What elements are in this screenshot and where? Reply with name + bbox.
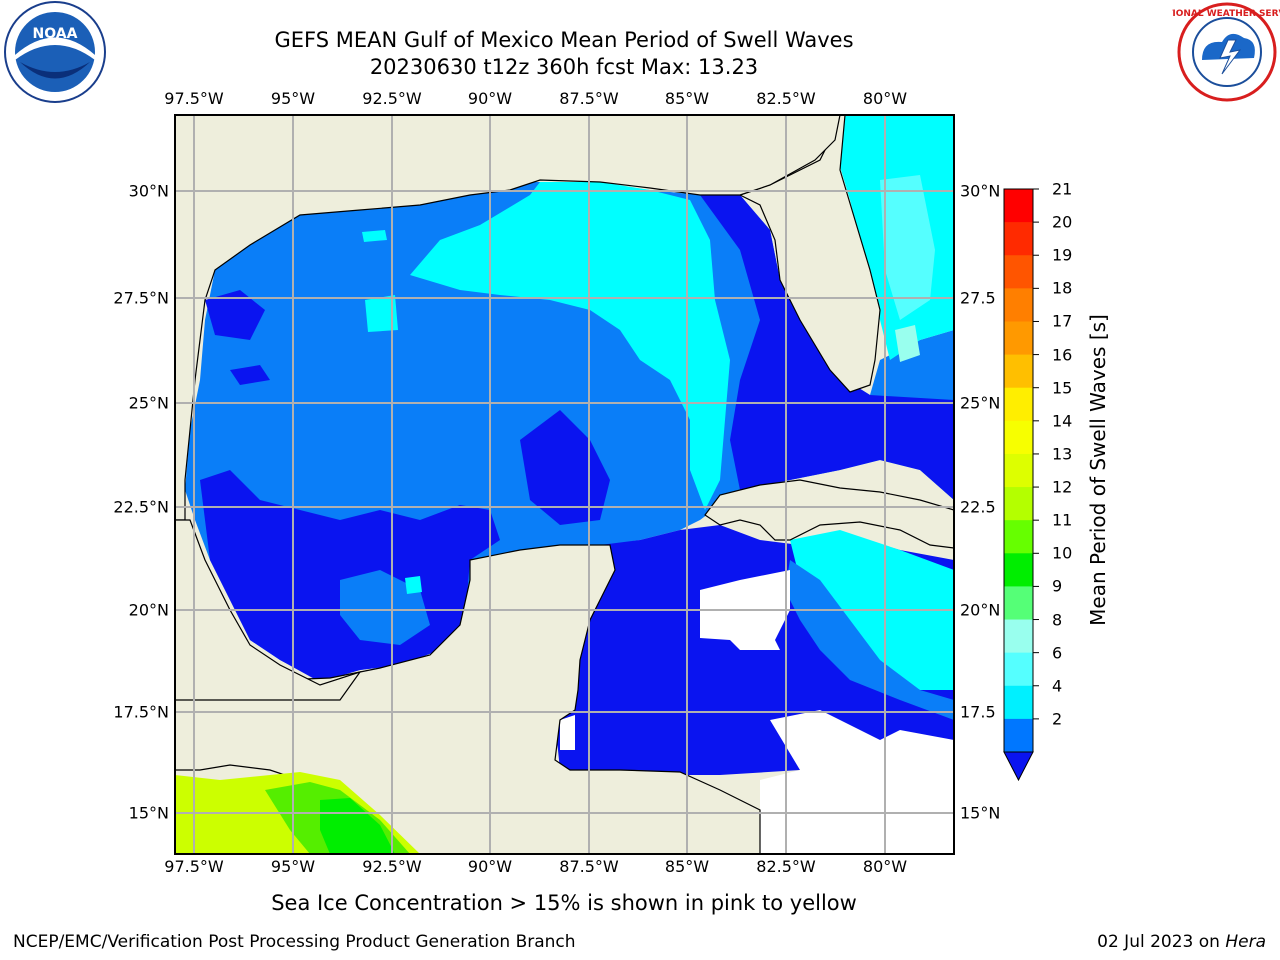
- colorbar-tick-label: 4: [1052, 676, 1063, 696]
- lat-tick-right: 27.5: [960, 288, 996, 308]
- colorbar-swatch: [1004, 553, 1033, 587]
- colorbar-swatch: [1004, 321, 1033, 356]
- lat-tick-left: 30°N: [128, 181, 169, 201]
- colorbar-tick-label: 2: [1052, 709, 1063, 729]
- lat-tick-left: 20°N: [128, 600, 169, 620]
- colorbar-tick-label: 18: [1052, 278, 1073, 298]
- map-frame: [174, 114, 955, 855]
- colorbar-swatch: [1004, 652, 1033, 687]
- lon-tick-top: 80°W: [862, 89, 908, 108]
- colorbar-swatch: [1004, 718, 1033, 753]
- lon-tick-top: 85°W: [664, 89, 710, 108]
- lat-tick-left: 27.5°N: [113, 288, 169, 308]
- lat-tick-right: 25°N: [960, 393, 1001, 413]
- lat-tick-left: 25°N: [128, 393, 169, 413]
- footer-credit: NCEP/EMC/Verification Post Processing Pr…: [13, 932, 576, 952]
- footer-date: 02 Jul 2023 on Hera: [1097, 932, 1266, 952]
- lon-tick-top: 95°W: [270, 89, 316, 108]
- lat-tick-right: 15°N: [960, 803, 1001, 823]
- deep-blue-central: [520, 410, 610, 525]
- colorbar-swatch: [1004, 387, 1033, 422]
- colorbar-swatch: [1004, 420, 1033, 455]
- colorbar-tick-label: 15: [1052, 378, 1073, 398]
- lon-tick-top: 90°W: [467, 89, 513, 108]
- colorbar-swatch: [1004, 453, 1033, 488]
- noaa-logo: NOAA: [4, 1, 106, 103]
- sea-ice-note: Sea Ice Concentration > 15% is shown in …: [271, 891, 857, 915]
- colorbar-swatch: [1004, 487, 1033, 521]
- cuba-land: [704, 479, 954, 549]
- lat-tick-right: 22.5: [960, 497, 996, 517]
- nws-logo-text: NATIONAL WEATHER SERVICE: [1172, 9, 1280, 19]
- lat-tick-right: 20°N: [960, 600, 1001, 620]
- colorbar-tick-label: 12: [1052, 477, 1073, 497]
- colorbar-frame: [1003, 188, 1034, 753]
- colorbar-tick-label: 10: [1052, 543, 1073, 563]
- lon-tick-bottom: 97.5°W: [164, 857, 224, 876]
- map-title-line1: GEFS MEAN Gulf of Mexico Mean Period of …: [274, 28, 854, 52]
- colorbar-extend-arrow: [1003, 751, 1034, 782]
- colorbar-label: Mean Period of Swell Waves [s]: [1086, 314, 1110, 626]
- colorbar-tick-label: 17: [1052, 311, 1073, 331]
- deep-blue-southwest: [200, 470, 500, 682]
- lon-tick-bottom: 90°W: [467, 857, 513, 876]
- colorbar-swatch: [1004, 288, 1033, 322]
- colorbar-tick-label: 21: [1052, 179, 1073, 199]
- graticule: [175, 115, 954, 854]
- map-title-line2: 20230630 t12z 360h fcst Max: 13.23: [369, 55, 759, 79]
- lon-tick-bottom: 82.5°W: [756, 857, 816, 876]
- colorbar-tick-label: 19: [1052, 245, 1073, 265]
- colorbar-swatch: [1004, 189, 1033, 223]
- lat-tick-left: 17.5°N: [113, 702, 169, 722]
- colorbar-tick-label: 14: [1052, 411, 1073, 431]
- colorbar-swatch: [1004, 222, 1033, 256]
- footer-host: Hera: [1225, 932, 1266, 952]
- lon-tick-bottom: 92.5°W: [362, 857, 422, 876]
- us-coast-land: [175, 115, 841, 521]
- lon-tick-bottom: 85°W: [664, 857, 710, 876]
- colorbar-tick-label: 16: [1052, 345, 1073, 365]
- deep-blue-east: [700, 195, 954, 500]
- lon-tick-top: 97.5°W: [164, 89, 224, 108]
- colorbar-tick-label: 11: [1052, 510, 1073, 530]
- colorbar-swatch: [1004, 586, 1033, 621]
- colorbar-tick-label: 20: [1052, 212, 1073, 232]
- colorbar-swatch: [1004, 619, 1033, 654]
- colorbar-tick-label: 9: [1052, 576, 1063, 596]
- colorbar-tick-label: 8: [1052, 610, 1063, 630]
- lat-tick-right: 30°N: [960, 181, 1001, 201]
- colorbar-swatch: [1004, 685, 1033, 720]
- lon-tick-bottom: 87.5°W: [559, 857, 619, 876]
- lat-tick-left: 22.5°N: [113, 497, 169, 517]
- lon-tick-top: 82.5°W: [756, 89, 816, 108]
- lon-tick-bottom: 80°W: [862, 857, 908, 876]
- nws-logo: NATIONAL WEATHER SERVICE: [1172, 2, 1280, 102]
- lat-tick-left: 15°N: [128, 803, 169, 823]
- colorbar-swatch: [1004, 255, 1033, 289]
- lon-tick-top: 92.5°W: [362, 89, 422, 108]
- lat-tick-right: 17.5: [960, 702, 996, 722]
- lon-tick-bottom: 95°W: [270, 857, 316, 876]
- colorbar-swatch: [1004, 354, 1033, 389]
- lon-tick-top: 87.5°W: [559, 89, 619, 108]
- colorbar-swatch: [1004, 520, 1033, 554]
- colorbar-tick-label: 6: [1052, 643, 1063, 663]
- noaa-logo-text: NOAA: [33, 26, 78, 42]
- footer-date-text: 02 Jul 2023 on: [1097, 932, 1226, 952]
- colorbar-tick-label: 13: [1052, 444, 1073, 464]
